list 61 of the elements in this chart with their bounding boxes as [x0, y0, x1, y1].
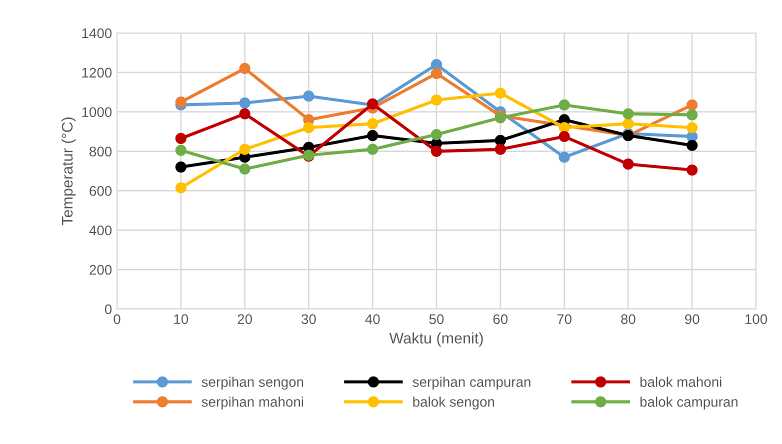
x-tick-label: 70 [557, 314, 572, 324]
x-tick-label: 90 [685, 314, 700, 324]
point [239, 62, 250, 74]
point [622, 158, 634, 170]
y-tick-label: 400 [89, 225, 112, 236]
point [686, 99, 698, 111]
point [494, 134, 506, 146]
legend-label: serpihan sengon [202, 376, 304, 390]
point [175, 132, 186, 144]
x-axis-title: Waktu (menit) [389, 332, 483, 347]
point [430, 94, 442, 106]
x-tick-label: 60 [493, 314, 508, 324]
x-tick-label: 80 [621, 314, 636, 324]
x-tick-label: 30 [302, 314, 316, 324]
point [430, 146, 442, 157]
y-axis-title: Temperatur (°C) [61, 118, 76, 226]
point [558, 152, 570, 163]
point [175, 96, 186, 108]
legend-label: balok sengon [413, 396, 494, 410]
x-tick-label: 50 [429, 314, 444, 324]
point [494, 88, 506, 99]
point [367, 118, 378, 130]
x-tick-label: 10 [174, 314, 188, 324]
point [367, 130, 378, 142]
point [430, 128, 442, 140]
point [239, 108, 250, 120]
legend-label: serpihan campuran [412, 376, 530, 390]
point [303, 90, 314, 102]
legend-label: serpihan mahoni [202, 396, 304, 410]
point [558, 130, 570, 142]
point [686, 122, 698, 134]
point [239, 97, 250, 109]
legend-label: balok mahoni [640, 376, 722, 387]
x-tick-label: 20 [238, 314, 252, 324]
y-tick-label: 200 [90, 264, 112, 275]
point [622, 108, 634, 120]
point [239, 163, 250, 175]
point [175, 162, 186, 173]
x-tick-label: 40 [365, 314, 380, 324]
point [175, 182, 186, 194]
x-tick-label: 0 [114, 314, 120, 324]
y-tick-label: 1200 [82, 68, 112, 78]
point [303, 122, 314, 134]
y-tick-label: 800 [90, 146, 112, 156]
point [686, 140, 698, 151]
x-tick-label: 100 [745, 314, 768, 324]
point [622, 118, 634, 130]
y-tick-label: 1000 [82, 107, 112, 118]
point [686, 164, 698, 176]
point [367, 144, 378, 155]
y-tick-label: 600 [90, 186, 112, 196]
point [558, 99, 570, 111]
y-tick-label: 0 [104, 304, 112, 314]
point [430, 68, 442, 79]
point [430, 58, 442, 70]
y-tick-label: 1400 [82, 28, 112, 38]
point [175, 144, 186, 156]
point [686, 109, 698, 120]
legend-label: balok campuran [640, 396, 738, 410]
point [239, 144, 250, 155]
point [494, 144, 506, 155]
